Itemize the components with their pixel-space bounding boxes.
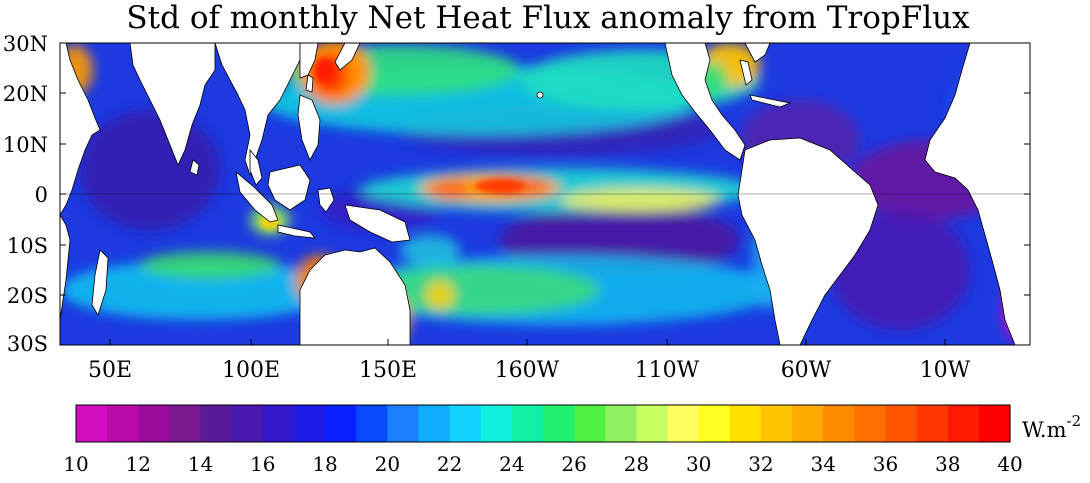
heat-flux-map: [60, 43, 1030, 345]
lat-label-10s: 10S: [7, 234, 48, 258]
land-masses: [60, 43, 1030, 345]
colorbar-swatch: [418, 405, 451, 442]
colorbar-tick-label: 10: [63, 452, 88, 476]
colorbar-swatch: [574, 405, 606, 442]
colorbar-tick-label: 28: [624, 452, 649, 476]
colorbar-tick-label: 40: [997, 452, 1022, 476]
colorbar-swatch: [636, 405, 669, 442]
colorbar-swatch: [169, 405, 202, 442]
colorbar-swatch: [387, 405, 420, 442]
colorbar-tick-label: 20: [375, 452, 400, 476]
colorbar-swatch: [480, 405, 513, 442]
lon-label-50e: 50E: [88, 358, 132, 383]
lon-label-110w: 110W: [635, 358, 700, 383]
colorbar-tick-labels: 10 12 14 16 18 20 22 24 26 28 30 32 34 36 38 40: [63, 452, 1022, 476]
colorbar-swatch: [916, 405, 949, 442]
lat-label-30n: 30N: [3, 32, 48, 56]
colorbar-swatch: [511, 405, 544, 442]
chart-title: Std of monthly Net Heat Flux anomaly fro…: [126, 0, 970, 36]
colorbar-tick-label: 24: [499, 452, 524, 476]
colorbar-swatch: [138, 405, 170, 442]
colorbar-swatch: [698, 405, 731, 442]
colorbar-tick-label: 38: [935, 452, 960, 476]
unit-exponent: -2: [1067, 412, 1082, 430]
colorbar-swatch: [449, 405, 482, 442]
colorbar-swatch: [293, 405, 326, 442]
colorbar-tick-label: 32: [748, 452, 773, 476]
colorbar-swatch: [823, 405, 855, 442]
colorbar-swatch: [76, 405, 108, 442]
colorbar-swatch: [231, 405, 264, 442]
lon-label-60w: 60W: [781, 358, 832, 383]
colorbar-swatch: [792, 405, 824, 442]
lon-label-150e: 150E: [359, 358, 417, 383]
colorbar-swatch: [854, 405, 887, 442]
colorbar: [76, 405, 1011, 442]
lat-label-20s: 20S: [7, 284, 48, 308]
colorbar-swatch: [947, 405, 980, 442]
colorbar-swatch: [543, 405, 575, 442]
colorbar-swatch: [667, 405, 700, 442]
colorbar-swatch: [978, 405, 1011, 442]
lon-label-160w: 160W: [495, 358, 560, 383]
colorbar-swatch: [325, 405, 357, 442]
colorbar-tick-label: 18: [312, 452, 337, 476]
colorbar-swatch: [107, 405, 139, 442]
colorbar-frame: [75, 404, 1011, 443]
lon-label-100e: 100E: [222, 358, 280, 383]
colorbar-tick-label: 14: [188, 452, 213, 476]
colorbar-tick-label: 22: [437, 452, 462, 476]
lat-label-20n: 20N: [3, 82, 48, 106]
colorbar-tick-label: 30: [686, 452, 711, 476]
colorbar-tick-label: 34: [810, 452, 835, 476]
lat-label-30s: 30S: [7, 332, 48, 356]
colorbar-unit: W.m-2: [1022, 412, 1081, 442]
colorbar-swatch: [729, 405, 762, 442]
lat-label-10n: 10N: [3, 133, 48, 157]
lat-label-eq: 0: [35, 183, 48, 207]
colorbar-swatch: [356, 405, 388, 442]
colorbar-tick-label: 26: [561, 452, 586, 476]
colorbar-swatch: [262, 405, 295, 442]
colorbar-swatch: [885, 405, 918, 442]
colorbar-tick-label: 16: [250, 452, 275, 476]
colorbar-swatch: [605, 405, 637, 442]
colorbar-swatch: [760, 405, 793, 442]
colorbar-tick-label: 36: [873, 452, 898, 476]
colorbar-tick-label: 12: [126, 452, 151, 476]
unit-main: W.m: [1022, 418, 1067, 442]
colorbar-swatch: [200, 405, 233, 442]
lon-label-10w: 10W: [920, 358, 971, 383]
